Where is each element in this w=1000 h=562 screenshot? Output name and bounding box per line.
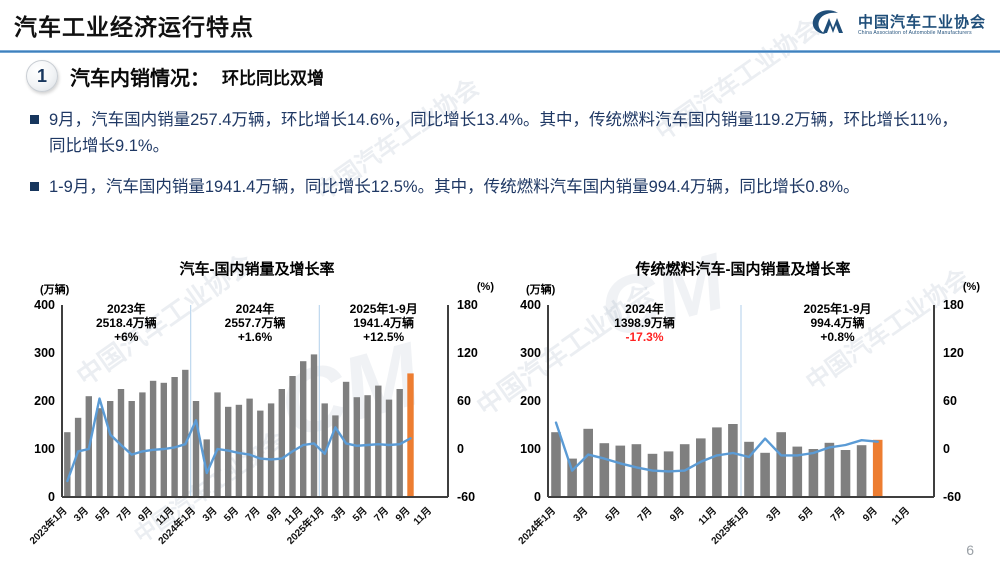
logo-en-text: China Association of Automobile Manufact…: [857, 30, 972, 36]
svg-text:0: 0: [943, 442, 950, 456]
bullet-text: 1-9月，汽车国内销量1941.4万辆，同比增长12.5%。其中，传统燃料汽车国…: [49, 178, 860, 197]
chart-autos-domestic-sales: 汽车-国内销量及增长率 (万辆) (%) 0 100 200 300 400 -60 0 60…: [18, 258, 496, 561]
svg-text:200: 200: [34, 394, 55, 408]
page-number: 6: [966, 542, 974, 558]
bar-line-chart: 0 100 200 300 400 -60 0 60 120 180 2024年1月 3月 5月 7月 9月…: [515, 298, 964, 547]
bullet-square-icon: [30, 115, 39, 124]
svg-text:5月: 5月: [93, 505, 112, 524]
svg-text:0: 0: [48, 490, 55, 504]
section-heading: 1 汽车内销情况： 环比同比双增: [26, 60, 324, 92]
chart-title: 传统燃料汽车-国内销量及增长率: [635, 261, 851, 278]
bullet-text: 9月，汽车国内销量257.4万辆，环比增长14.6%，同比增长13.4%。其中，…: [49, 111, 958, 155]
svg-text:2024年: 2024年: [236, 301, 275, 316]
svg-text:100: 100: [520, 442, 541, 456]
svg-text:100: 100: [34, 442, 55, 456]
svg-text:9月: 9月: [393, 505, 412, 524]
section-number-badge: 1: [26, 60, 58, 92]
svg-text:2024年1月: 2024年1月: [515, 504, 558, 547]
svg-text:60: 60: [457, 394, 471, 408]
svg-text:11月: 11月: [411, 505, 434, 528]
svg-text:+0.8%: +0.8%: [820, 330, 855, 344]
svg-text:9月: 9月: [136, 505, 155, 524]
svg-text:180: 180: [943, 298, 964, 312]
page-title: 汽车工业经济运行特点: [14, 14, 254, 40]
svg-text:3月: 3月: [571, 505, 590, 524]
svg-text:5月: 5月: [222, 505, 241, 524]
svg-text:300: 300: [520, 346, 541, 360]
svg-text:60: 60: [943, 394, 957, 408]
svg-text:180: 180: [457, 298, 478, 312]
svg-text:2023年1月: 2023年1月: [27, 504, 70, 547]
svg-text:400: 400: [520, 298, 541, 312]
svg-text:7月: 7月: [114, 505, 133, 524]
logo-cn-text: 中国汽车工业协会: [857, 13, 986, 31]
svg-text:+1.6%: +1.6%: [238, 330, 273, 344]
svg-text:1398.9万辆: 1398.9万辆: [614, 315, 675, 330]
chart-ice-domestic-sales: 传统燃料汽车-国内销量及增长率 (万辆) (%) 0 100 200 300 400 -6…: [504, 258, 982, 561]
svg-text:1941.4万辆: 1941.4万辆: [353, 315, 414, 330]
svg-text:9月: 9月: [667, 505, 686, 524]
svg-text:120: 120: [457, 346, 478, 360]
svg-text:9月: 9月: [264, 505, 283, 524]
svg-text:11月: 11月: [696, 505, 719, 528]
svg-text:0: 0: [457, 442, 464, 456]
svg-text:2025年1-9月: 2025年1-9月: [803, 301, 871, 316]
y2-axis-unit: (%): [962, 281, 980, 293]
svg-text:200: 200: [520, 394, 541, 408]
svg-text:3月: 3月: [764, 505, 783, 524]
y2-axis-unit: (%): [476, 281, 494, 293]
bullet-item: 1-9月，汽车国内销量1941.4万辆，同比增长12.5%。其中，传统燃料汽车国…: [30, 175, 970, 201]
svg-text:300: 300: [34, 346, 55, 360]
svg-text:7月: 7月: [372, 505, 391, 524]
svg-text:-60: -60: [943, 490, 961, 504]
section-title: 汽车内销情况：: [70, 67, 210, 90]
svg-text:-17.3%: -17.3%: [625, 330, 663, 344]
svg-text:+12.5%: +12.5%: [363, 330, 404, 344]
svg-text:400: 400: [34, 298, 55, 312]
svg-text:5月: 5月: [796, 505, 815, 524]
svg-text:5月: 5月: [350, 505, 369, 524]
svg-text:7月: 7月: [828, 505, 847, 524]
svg-text:2024年: 2024年: [625, 301, 664, 316]
svg-text:2518.4万辆: 2518.4万辆: [96, 315, 157, 330]
svg-text:7月: 7月: [635, 505, 654, 524]
charts-row: 汽车-国内销量及增长率 (万辆) (%) 0 100 200 300 400 -60 0 60…: [0, 258, 1000, 561]
svg-text:3月: 3月: [71, 505, 90, 524]
svg-text:5月: 5月: [603, 505, 622, 524]
chart-title: 汽车-国内销量及增长率: [179, 261, 335, 278]
svg-text:0: 0: [534, 490, 541, 504]
bullet-list: 9月，汽车国内销量257.4万辆，环比增长14.6%，同比增长13.4%。其中，…: [30, 108, 970, 217]
section-subtitle: 环比同比双增: [222, 68, 324, 88]
svg-text:-60: -60: [457, 490, 475, 504]
svg-text:11月: 11月: [889, 505, 912, 528]
svg-text:2557.7万辆: 2557.7万辆: [225, 315, 286, 330]
bullet-item: 9月，汽车国内销量257.4万辆，环比增长14.6%，同比增长13.4%。其中，…: [30, 108, 970, 159]
svg-text:994.4万辆: 994.4万辆: [810, 315, 864, 330]
svg-text:120: 120: [943, 346, 964, 360]
svg-text:9月: 9月: [860, 505, 879, 524]
bullet-square-icon: [30, 182, 39, 192]
header: 汽车工业经济运行特点 中国汽车工业协会 China Association of…: [0, 0, 1000, 50]
caam-logo: 中国汽车工业协会 China Association of Automobile…: [808, 6, 986, 45]
svg-text:2023年: 2023年: [107, 301, 146, 316]
svg-text:7月: 7月: [243, 505, 262, 524]
cm-logo-icon: [808, 6, 852, 45]
svg-text:3月: 3月: [200, 505, 219, 524]
y-axis-unit: (万辆): [40, 284, 70, 296]
y-axis-unit: (万辆): [526, 284, 556, 296]
svg-text:+6%: +6%: [114, 330, 139, 344]
svg-text:2025年1-9月: 2025年1-9月: [350, 301, 418, 316]
header-divider: [0, 50, 1000, 53]
svg-text:3月: 3月: [329, 505, 348, 524]
